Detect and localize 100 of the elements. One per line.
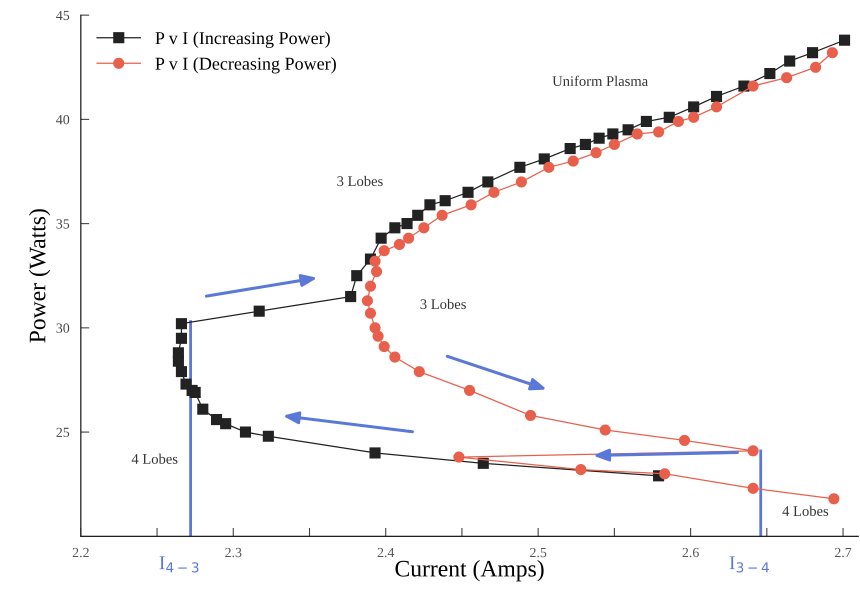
point [516, 176, 527, 188]
point [828, 493, 840, 504]
point [176, 332, 188, 344]
point [664, 112, 675, 123]
point [781, 72, 792, 84]
point [436, 210, 448, 221]
point [710, 101, 722, 112]
point [345, 291, 356, 302]
x-tick-label: 2.6 [682, 548, 699, 558]
point [839, 34, 850, 46]
point [826, 47, 838, 58]
point [369, 256, 381, 267]
point [464, 384, 476, 396]
point [575, 464, 586, 476]
point [180, 378, 192, 390]
point [240, 426, 252, 438]
point [748, 445, 759, 456]
point [364, 308, 376, 319]
point [389, 351, 400, 363]
point [590, 147, 602, 158]
point [351, 270, 362, 282]
y-tick-label: 30 [56, 323, 70, 333]
point [466, 199, 477, 210]
point [678, 434, 690, 446]
annotation: 3 Lobes [337, 176, 383, 186]
point [659, 468, 670, 480]
point [600, 424, 611, 436]
point [580, 138, 591, 150]
point [371, 266, 382, 278]
point [364, 280, 376, 292]
point [424, 199, 436, 210]
point [254, 306, 265, 317]
point [176, 366, 188, 378]
point [220, 418, 232, 430]
point [372, 330, 384, 342]
annotation: I$_{3−4}$ [730, 556, 769, 573]
point [378, 245, 390, 256]
point [262, 430, 274, 442]
point [806, 47, 818, 58]
x-tick-label: 2.3 [225, 548, 242, 558]
annotation: 4 Lobes [782, 506, 828, 516]
point [482, 176, 494, 188]
annotation: 4 Lobes [132, 454, 178, 464]
point [369, 322, 381, 334]
point [402, 218, 413, 230]
point [653, 126, 664, 138]
point [748, 80, 759, 92]
point [376, 232, 387, 244]
point [514, 162, 526, 173]
point [210, 414, 222, 426]
point [784, 55, 796, 67]
y-axis-title: Power (Watts) [28, 209, 50, 343]
point [378, 341, 390, 352]
x-tick-label: 2.5 [530, 548, 546, 558]
point [394, 238, 405, 250]
annotation: 3 Lobes [420, 298, 466, 310]
x-tick-label: 2.2 [72, 548, 89, 558]
point [688, 112, 700, 123]
x-tick-label: 2.7 [834, 548, 852, 558]
point [607, 128, 618, 140]
point [453, 452, 464, 463]
point [622, 124, 634, 136]
point [172, 347, 184, 358]
point [538, 153, 550, 165]
point [748, 482, 759, 494]
point [412, 210, 424, 221]
point [543, 162, 554, 173]
point [488, 186, 500, 198]
legend-label: P v I (Decreasing Power) [155, 57, 336, 74]
point [462, 186, 474, 198]
y-tick-label: 35 [56, 219, 70, 229]
point [632, 128, 643, 140]
point [414, 366, 425, 378]
point [608, 138, 620, 150]
point [810, 62, 822, 73]
point [440, 195, 451, 206]
annotation: Uniform Plasma [552, 76, 648, 86]
y-tick-label: 40 [56, 114, 70, 124]
point [369, 447, 381, 458]
point [403, 232, 414, 244]
y-tick-label: 45 [56, 10, 70, 20]
point [524, 410, 536, 421]
point [568, 156, 579, 167]
x-tick-label: 2.4 [378, 548, 394, 558]
point [362, 295, 373, 306]
point [640, 116, 652, 128]
point [389, 222, 400, 234]
point [197, 404, 208, 415]
annotation: I$_{4−3}$ [160, 556, 198, 573]
point [710, 90, 722, 102]
point [594, 132, 605, 144]
point [176, 318, 188, 330]
point [418, 222, 430, 234]
point [564, 143, 576, 154]
point [764, 68, 776, 80]
y-tick-label: 25 [56, 428, 70, 438]
point [672, 116, 684, 128]
x-axis-title: Current (Amps) [395, 560, 544, 582]
legend-label: P v I (Increasing Power) [155, 32, 330, 48]
point [688, 101, 700, 112]
